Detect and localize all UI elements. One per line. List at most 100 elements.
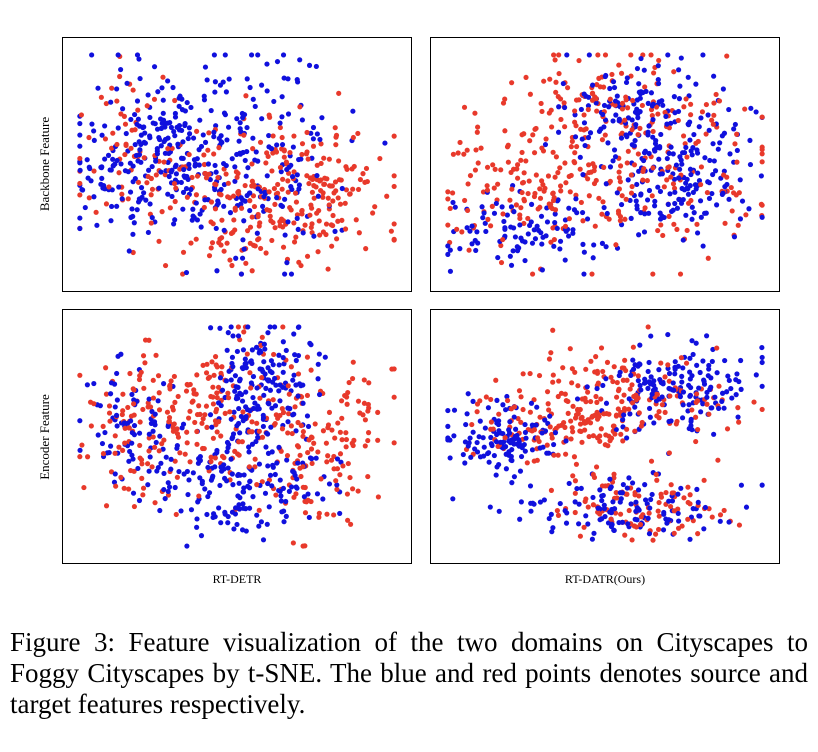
source-point (563, 520, 570, 526)
source-point (726, 196, 732, 202)
target-point (184, 440, 190, 446)
target-point (502, 128, 508, 134)
target-point (549, 431, 555, 437)
source-point (665, 52, 671, 58)
source-point (138, 185, 145, 191)
source-point (605, 520, 612, 526)
target-point (313, 184, 319, 190)
target-point (270, 133, 276, 139)
target-point (669, 490, 675, 496)
source-point (542, 417, 548, 423)
target-point (539, 145, 545, 151)
source-point (506, 430, 513, 436)
target-point (622, 117, 628, 123)
target-point (619, 130, 625, 136)
source-point (255, 186, 261, 192)
target-point (736, 522, 743, 528)
figure-caption: Figure 3: Feature visualization of the t… (10, 627, 808, 719)
target-point (656, 513, 662, 519)
col-label-rtdetr: RT-DETR (212, 572, 262, 586)
target-point (191, 387, 197, 393)
target-point (355, 488, 361, 494)
source-point (166, 173, 172, 180)
source-point (759, 383, 765, 389)
source-point (727, 151, 733, 157)
source-point (638, 55, 644, 62)
source-point (262, 346, 268, 352)
target-point (251, 203, 258, 210)
target-point (472, 167, 479, 173)
target-point (194, 128, 200, 134)
source-point (84, 157, 90, 163)
target-point (278, 216, 285, 222)
source-point (296, 186, 302, 192)
source-point (645, 100, 651, 106)
target-point (521, 131, 527, 137)
target-point (585, 389, 591, 395)
target-point (473, 147, 479, 153)
source-point (633, 122, 639, 128)
target-point (521, 220, 527, 227)
target-point (462, 197, 468, 203)
target-point (572, 478, 579, 484)
source-point (155, 89, 161, 95)
target-point (336, 90, 342, 96)
target-point (183, 388, 190, 394)
target-point (132, 127, 138, 133)
target-point (86, 134, 92, 141)
source-point (481, 444, 487, 450)
target-point (297, 452, 303, 458)
source-point (680, 415, 686, 421)
source-point (506, 452, 512, 458)
source-point (482, 425, 488, 431)
source-point (649, 491, 655, 498)
target-point (165, 146, 171, 152)
target-point (611, 471, 617, 477)
target-point (156, 407, 163, 413)
target-point (573, 412, 580, 418)
target-point (272, 201, 278, 207)
source-point (537, 445, 543, 451)
target-point (131, 401, 137, 407)
source-point (646, 187, 653, 194)
source-point (590, 82, 596, 88)
target-point (130, 386, 136, 392)
target-point (598, 426, 604, 432)
source-point (228, 456, 234, 462)
target-point (302, 484, 308, 491)
source-point (686, 382, 692, 388)
target-point (287, 204, 293, 211)
source-point (290, 144, 296, 150)
source-point (547, 413, 553, 419)
source-point (594, 385, 600, 392)
source-point (719, 398, 725, 405)
source-point (160, 446, 166, 452)
target-point (531, 458, 537, 464)
source-point (669, 498, 676, 504)
target-point (343, 444, 349, 450)
target-point (208, 245, 214, 251)
source-point (222, 52, 228, 58)
target-point (673, 421, 679, 427)
source-point (562, 508, 568, 514)
source-point (641, 229, 648, 235)
target-point (465, 207, 471, 214)
target-point (604, 359, 611, 365)
target-point (572, 108, 578, 114)
target-point (391, 440, 397, 446)
source-point (280, 339, 286, 345)
source-point (603, 376, 609, 382)
source-point (502, 226, 508, 232)
source-point (738, 357, 744, 364)
source-point (534, 404, 540, 410)
target-point (355, 186, 362, 192)
source-point (207, 412, 214, 418)
source-point (672, 189, 678, 195)
source-point (493, 472, 499, 478)
target-point (160, 74, 166, 80)
source-point (738, 386, 744, 392)
target-point (629, 183, 635, 190)
source-point (689, 204, 695, 210)
source-point (264, 521, 270, 527)
target-point (593, 354, 599, 360)
